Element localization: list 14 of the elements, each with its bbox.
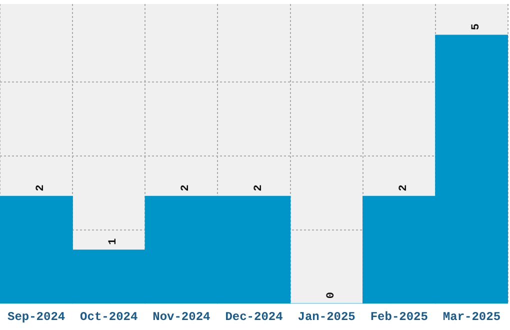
x-tick-label: Mar-2025	[442, 310, 501, 324]
data-label: 0	[325, 292, 338, 299]
data-label: 2	[398, 184, 410, 192]
x-tick-label: Sep-2024	[7, 310, 66, 324]
x-tick-label: Oct-2024	[80, 310, 138, 324]
x-tick-label: Nov-2024	[152, 310, 210, 324]
data-label: 2	[252, 184, 265, 192]
data-label: 2	[35, 184, 48, 192]
data-label: 1	[108, 238, 120, 245]
x-tick-label: Dec-2024	[225, 310, 283, 324]
data-label: 2	[180, 184, 192, 192]
x-tick-label: Jan-2025	[298, 310, 356, 324]
x-tick-label: Feb-2025	[370, 310, 428, 324]
data-label: 5	[470, 23, 482, 30]
